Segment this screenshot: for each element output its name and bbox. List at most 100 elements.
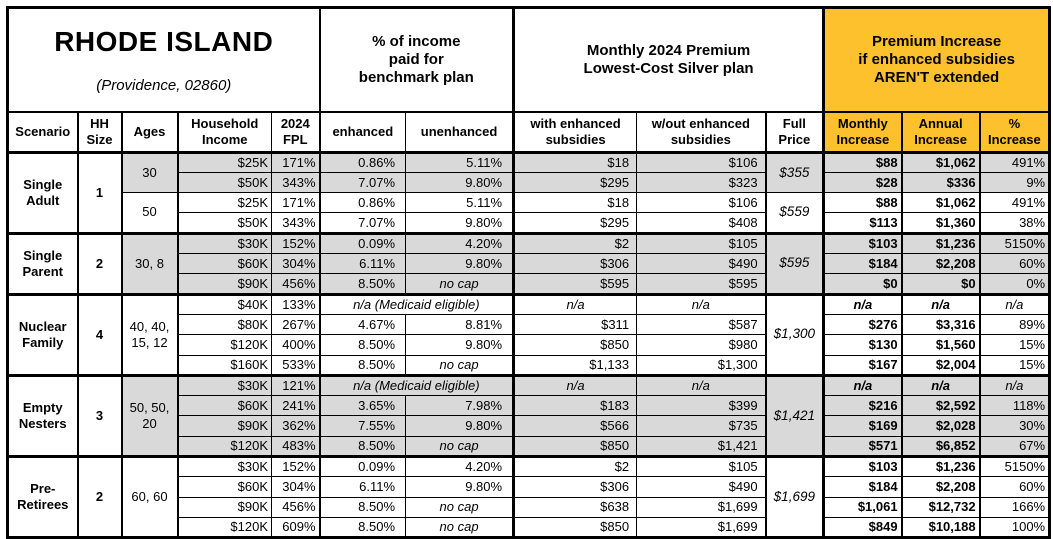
cell-annual-increase: $10,188 [900,516,981,539]
cell-enhanced: 8.50% [318,334,407,356]
cell-wout-subsidies: $1,421 [636,435,767,457]
cell-scenario: Empty Nesters [7,373,78,457]
cell-enhanced: 6.11% [318,476,407,498]
cell-hh-size: 3 [76,373,122,457]
cell-with-subsidies: $295 [512,212,638,234]
cell-wout-subsidies: $105 [636,454,767,478]
cell-annual-increase: $2,208 [900,476,981,498]
cell-income: $25K [176,150,272,173]
cell-income: $30K [176,231,272,255]
cell-enhanced: 0.09% [318,231,407,255]
cell-wout-subsidies: n/a [636,292,767,315]
cell-with-subsidies: $595 [512,273,638,295]
cell-enhanced: 0.86% [318,192,407,214]
cell-annual-increase: $1,062 [900,150,981,173]
cell-full-price: $559 [764,192,826,234]
cell-wout-subsidies: $106 [636,150,767,173]
cell-with-subsidies: $850 [512,334,638,356]
cell-income: $40K [176,292,272,315]
header-row-groups: RHODE ISLAND (Providence, 02860) % of in… [6,7,1051,114]
cell-enhanced: 8.50% [318,516,407,539]
cell-ages: 30, 8 [120,231,178,295]
cell-annual-increase: $6,852 [900,435,981,457]
cell-monthly-increase: $184 [822,476,903,498]
cell-fpl: 400% [270,334,321,356]
group-header-benchmark: % of income paid for benchmark plan [318,7,515,114]
cell-annual-increase: $2,028 [900,415,981,437]
cell-monthly-increase: $103 [823,231,903,255]
cell-wout-subsidies: $1,699 [636,516,767,539]
table-row: $80K 267% 4.67% 8.81% $311 $587 $276 $3,… [8,313,1051,336]
cell-scenario: Nuclear Family [7,292,78,376]
cell-monthly-increase: $169 [822,415,903,437]
cell-annual-increase: $2,004 [900,354,981,376]
cell-wout-subsidies: $595 [636,273,767,295]
cell-annual-increase: $2,208 [900,253,981,275]
cell-with-subsidies: $2 [512,454,638,478]
cell-annual-increase: $3,316 [900,313,981,336]
cell-enhanced: 7.07% [318,212,407,234]
cell-income: $30K [176,454,272,478]
state-title: RHODE ISLAND [54,25,274,57]
cell-wout-subsidies: $980 [636,334,767,356]
group-header-premium: Monthly 2024 Premium Lowest-Cost Silver … [512,7,826,114]
cell-fpl: 533% [270,354,321,376]
cell-pct-increase: 60% [978,253,1051,275]
table-row: $120K 400% 8.50% 9.80% $850 $980 $130 $1… [8,334,1051,356]
cell-monthly-increase: n/a [823,373,903,397]
cell-income: $60K [176,253,272,275]
cell-full-price: $1,421 [764,373,826,457]
cell-annual-increase: $2,592 [900,395,981,417]
cell-enhanced: 4.67% [318,313,407,336]
cell-with-subsidies: n/a [512,373,638,397]
cell-pct-increase: 15% [978,354,1051,376]
cell-with-subsidies: $638 [512,496,638,518]
group-header-increase: Premium Increase if enhanced subsidies A… [823,7,1051,114]
cell-wout-subsidies: $490 [636,476,767,498]
cell-pct-increase: 166% [978,496,1051,518]
cell-monthly-increase: $88 [823,192,903,214]
cell-income: $50K [176,212,272,234]
cell-annual-increase: $336 [900,171,981,194]
cell-full-price: $1,699 [764,454,826,539]
cell-with-subsidies: $850 [512,435,638,457]
cell-with-subsidies: $2 [512,231,638,255]
col-header-monthly-increase: Monthly Increase [823,111,903,154]
cell-pct-increase: 60% [978,476,1051,498]
table-row: Single Parent 2 30, 8 $30K 152% 0.09% 4.… [7,231,1051,295]
cell-monthly-increase: $103 [823,454,903,478]
col-header-fpl: 2024 FPL [270,111,321,154]
cell-pct-increase: 0% [978,273,1051,295]
cell-medicaid-note: n/a (Medicaid eligible) [318,373,515,397]
cell-wout-subsidies: $105 [636,231,767,255]
table-row: Nuclear Family 4 40, 40, 15, 12 $40K 133… [7,292,1051,376]
cell-pct-increase: n/a [978,373,1051,397]
cell-enhanced: 8.50% [318,354,407,376]
table-title-cell: RHODE ISLAND (Providence, 02860) [6,7,321,114]
cell-income: $50K [176,171,272,194]
cell-unenhanced: no cap [405,516,515,539]
cell-fpl: 362% [270,415,321,437]
cell-fpl: 152% [270,454,321,478]
cell-pct-increase: 89% [978,313,1051,336]
cell-enhanced: 3.65% [318,395,407,417]
cell-full-price: $1,300 [764,292,826,376]
cell-income: $120K [176,334,272,356]
cell-fpl: 152% [270,231,321,255]
cell-hh-size: 1 [76,150,122,234]
cell-fpl: 121% [270,373,321,397]
table-row: $160K 533% 8.50% no cap $1,133 $1,300 $1… [8,354,1051,376]
cell-hh-size: 4 [76,292,122,376]
table-row: Empty Nesters 3 50, 50, 20 $30K 121% n/a… [7,373,1051,457]
cell-income: $90K [176,415,272,437]
cell-monthly-increase: $849 [822,516,903,539]
col-header-annual-increase: Annual Increase [900,111,981,154]
cell-annual-increase: $1,236 [900,454,981,478]
cell-ages: 30 [120,150,178,194]
cell-unenhanced: 9.80% [405,212,515,234]
cell-hh-size: 2 [76,454,122,539]
cell-fpl: 171% [270,192,321,214]
cell-annual-increase: $1,062 [900,192,981,214]
cell-enhanced: 7.55% [318,415,407,437]
cell-with-subsidies: $1,133 [512,354,638,376]
